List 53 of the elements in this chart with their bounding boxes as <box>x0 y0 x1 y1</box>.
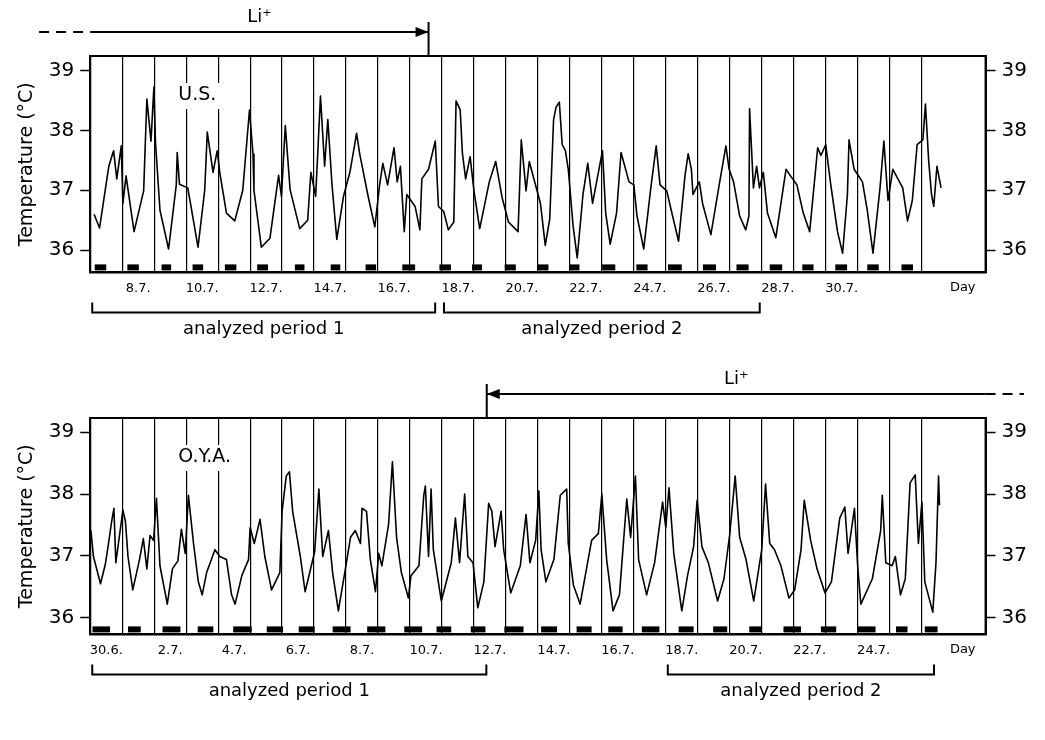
y2-tick-label: 37 <box>1001 542 1027 567</box>
x-axis-title: Day <box>949 641 976 657</box>
x-tick-label: 12.7. <box>249 279 283 295</box>
x-tick-label: 10.7. <box>409 641 443 657</box>
y-tick-label: 39 <box>48 56 75 81</box>
x-tick-label: 28.7. <box>761 279 795 295</box>
x-tick-label: 10.7. <box>185 279 219 295</box>
y-tick-label: 38 <box>48 116 75 141</box>
y2-tick-label: 39 <box>1001 418 1027 443</box>
y-axis-title: Temperature (°C) <box>14 444 37 610</box>
x-tick-label: 8.7. <box>125 279 151 295</box>
x-tick-label: 8.7. <box>349 641 375 657</box>
y-tick-label: 37 <box>48 542 75 567</box>
x-tick-label: 22.7. <box>569 279 603 295</box>
x-tick-label: 18.7. <box>665 641 699 657</box>
x-axis-title: Day <box>949 279 976 295</box>
x-tick-label: 24.7. <box>857 641 891 657</box>
x-tick-label: 14.7. <box>313 279 347 295</box>
text: analyzed period 1 <box>208 679 370 701</box>
y-tick-label: 39 <box>48 418 75 443</box>
x-tick-label: 16.7. <box>377 279 411 295</box>
x-tick-label: 6.7. <box>285 641 311 657</box>
x-tick-label: 18.7. <box>441 279 475 295</box>
y-tick-label: 36 <box>48 603 75 628</box>
y-tick-label: 38 <box>48 480 75 505</box>
y2-tick-label: 38 <box>1001 116 1027 141</box>
x-tick-label: 26.7. <box>697 279 731 295</box>
y2-tick-label: 37 <box>1001 176 1027 201</box>
annotation: O.Y.A. <box>178 444 231 467</box>
y-tick-label: 36 <box>48 236 75 261</box>
x-tick-label: 30.7. <box>825 279 859 295</box>
annotation: U.S. <box>178 82 217 105</box>
text: analyzed period 2 <box>521 317 683 339</box>
y2-tick-label: 38 <box>1001 480 1027 505</box>
x-tick-label: 4.7. <box>221 641 247 657</box>
y2-tick-label: 36 <box>1001 603 1027 628</box>
x-tick-label: 2.7. <box>157 641 183 657</box>
x-tick-label: 12.7. <box>473 641 507 657</box>
x-tick-label: 22.7. <box>793 641 827 657</box>
text: analyzed period 2 <box>720 679 882 701</box>
x-tick-label: 14.7. <box>537 641 571 657</box>
text: Li⁺ <box>723 366 749 388</box>
x-tick-label: 20.7. <box>505 279 539 295</box>
x-tick-label: 20.7. <box>729 641 763 657</box>
y2-tick-label: 36 <box>1001 236 1027 261</box>
y-tick-label: 37 <box>48 176 75 201</box>
y-axis-title: Temperature (°C) <box>14 82 37 248</box>
x-tick-label: 24.7. <box>633 279 667 295</box>
text: Li⁺ <box>247 4 272 26</box>
x-tick-label: 16.7. <box>601 641 635 657</box>
text: analyzed period 1 <box>183 317 345 339</box>
y2-tick-label: 39 <box>1001 56 1027 81</box>
x-tick-label: 30.6. <box>89 641 123 657</box>
